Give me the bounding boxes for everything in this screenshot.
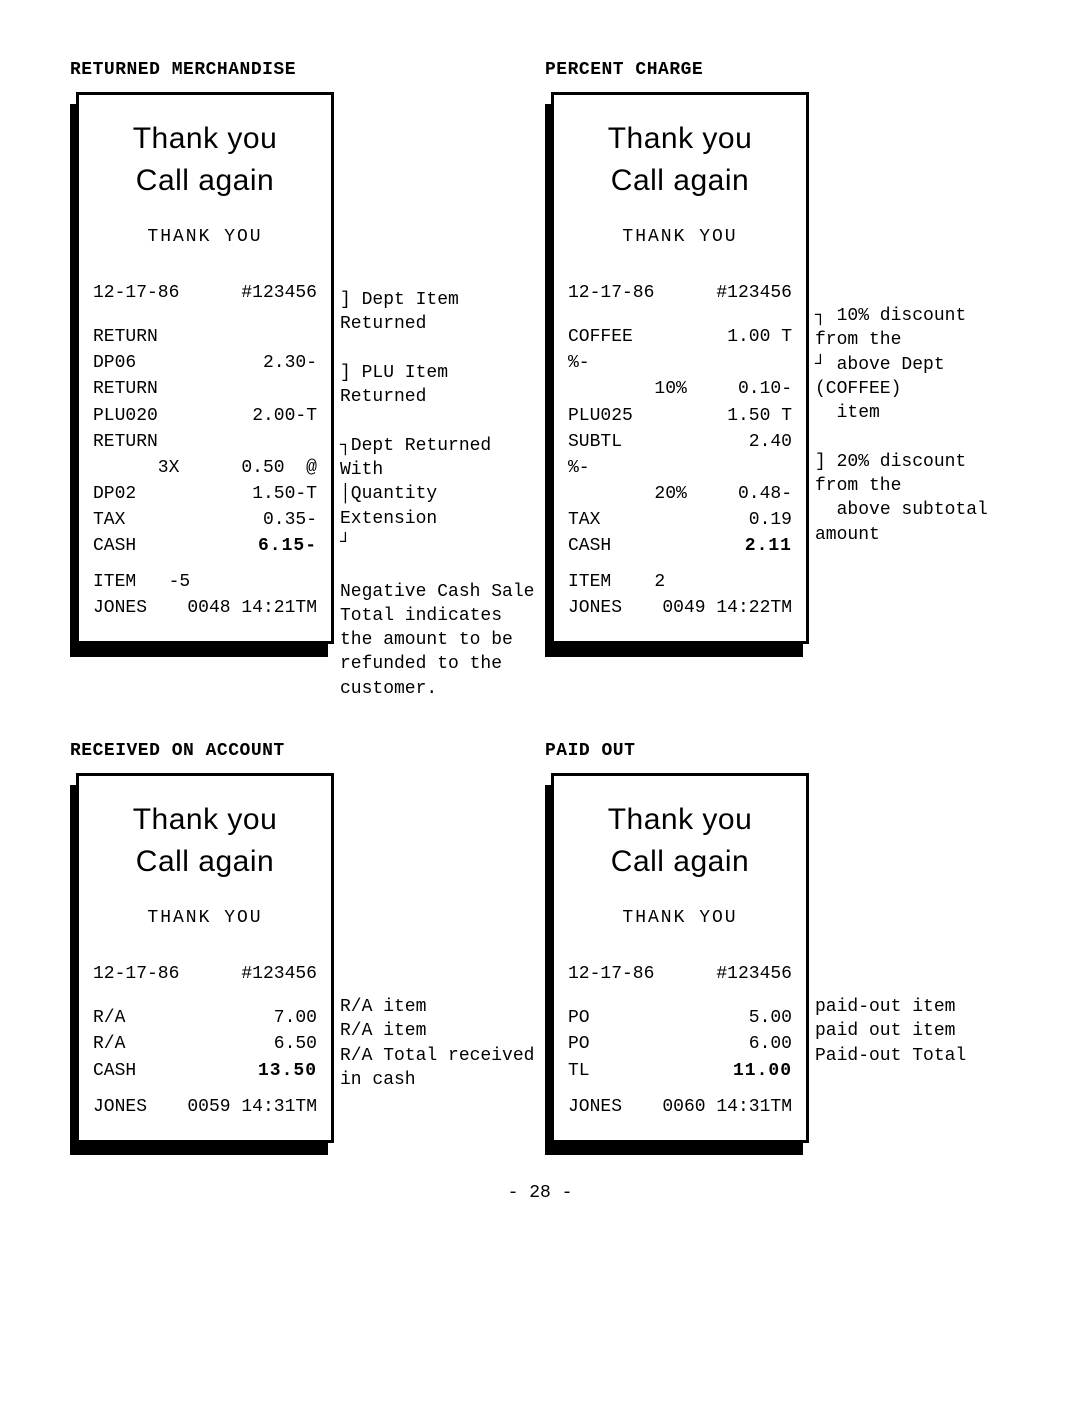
annotation-line: ┐Dept Returned With [340, 434, 535, 483]
annotation-line [340, 337, 535, 361]
thank-line: THANK YOU [568, 908, 792, 930]
receipt-row: R/A7.00 [93, 1005, 317, 1031]
receipt: Thank you Call again THANK YOU 12-17-86#123… [76, 92, 334, 645]
annotation-line: R/A item [340, 1019, 534, 1043]
annotation-line: Negative Cash Sale [340, 580, 535, 604]
receipt-row: DP021.50-T [93, 481, 317, 507]
greeting-line: Call again [568, 844, 792, 880]
receipt-row: 12-17-86#123456 [568, 961, 792, 987]
annotation-line: the amount to be [340, 628, 535, 652]
receipt: Thank you Call again THANK YOU 12-17-86#123… [76, 773, 334, 1143]
receipt-row: RETURN [93, 429, 317, 455]
receipt-row: ITEM 2 [568, 569, 792, 595]
receipt-row: PLU0251.50 T [568, 403, 792, 429]
receipt-row: CASH2.11 [568, 533, 792, 559]
receipt-row: DP062.30- [93, 350, 317, 376]
greeting-line: Call again [568, 163, 792, 199]
annotation-line: R/A Total received [340, 1044, 534, 1068]
annotations: ] Dept Item Returned ] PLU Item Returned… [340, 60, 535, 701]
thank-line: THANK YOU [93, 908, 317, 930]
page-number: - 28 - [70, 1183, 1010, 1205]
annotation-line: refunded to the [340, 652, 535, 676]
receipt-row: JONES0049 14:22TM [568, 595, 792, 621]
receipt-row: TAX0.19 [568, 507, 792, 533]
annotation-line: item [815, 401, 1010, 425]
receipt-row: PLU0202.00-T [93, 403, 317, 429]
annotation-line: R/A item [340, 995, 534, 1019]
annotation-line: paid-out item [815, 995, 966, 1019]
receipt: Thank you Call again THANK YOU 12-17-86#123… [551, 92, 809, 645]
receipt-row: JONES0060 14:31TM [568, 1094, 792, 1120]
greeting-line: Thank you [93, 121, 317, 157]
annotation-line: ] PLU Item Returned [340, 361, 535, 410]
thank-line: THANK YOU [568, 227, 792, 249]
receipt-row: 12-17-86#123456 [568, 280, 792, 306]
section-title: PERCENT CHARGE [545, 60, 809, 82]
annotation-line [340, 409, 535, 433]
annotations: ┐ 10% discount from the┘ above Dept (COF… [815, 60, 1010, 547]
greeting-line: Call again [93, 163, 317, 199]
greeting-line: Thank you [568, 802, 792, 838]
receipt-row: 12-17-86#123456 [93, 280, 317, 306]
receipt-row: JONES0059 14:31TM [93, 1094, 317, 1120]
annotation-line [340, 555, 535, 579]
receipt-row: JONES0048 14:21TM [93, 595, 317, 621]
annotation-line: in cash [340, 1068, 534, 1092]
greeting-line: Thank you [93, 802, 317, 838]
thank-line: THANK YOU [93, 227, 317, 249]
annotation-line: above subtotal amount [815, 498, 1010, 547]
receipt-row: %- [568, 455, 792, 481]
receipt-row: TL11.00 [568, 1058, 792, 1084]
section-title: PAID OUT [545, 741, 809, 763]
receipt-row: 12-17-86#123456 [93, 961, 317, 987]
greeting-line: Thank you [568, 121, 792, 157]
annotation-line: paid out item [815, 1019, 966, 1043]
greeting-line: Call again [93, 844, 317, 880]
receipt-row: 3X0.50 @ [93, 455, 317, 481]
receipt-row: CASH6.15- [93, 533, 317, 559]
annotation-line: ┐ 10% discount from the [815, 304, 1010, 353]
receipt-row: PO6.00 [568, 1031, 792, 1057]
annotation-line [815, 425, 1010, 449]
receipt-row: TAX0.35- [93, 507, 317, 533]
annotation-line: Total indicates [340, 604, 535, 628]
annotation-line: customer. [340, 677, 535, 701]
receipt-row: CASH13.50 [93, 1058, 317, 1084]
receipt-row: RETURN [93, 324, 317, 350]
section-title: RECEIVED ON ACCOUNT [70, 741, 334, 763]
section-title: RETURNED MERCHANDISE [70, 60, 334, 82]
receipt-row: RETURN [93, 376, 317, 402]
annotation-line: ] Dept Item Returned [340, 288, 535, 337]
annotation-line: │Quantity Extension [340, 482, 535, 531]
receipt-row: COFFEE1.00 T [568, 324, 792, 350]
annotations: paid-out itempaid out itemPaid-out Total [815, 741, 966, 1068]
annotation-line: Paid-out Total [815, 1044, 966, 1068]
receipt-row: 10%0.10- [568, 376, 792, 402]
receipt: Thank you Call again THANK YOU 12-17-86#123… [551, 773, 809, 1143]
receipt-row: ITEM -5 [93, 569, 317, 595]
receipt-row: R/A6.50 [93, 1031, 317, 1057]
annotation-line: ┘ [340, 531, 535, 555]
annotations: R/A itemR/A itemR/A Total receivedin cas… [340, 741, 534, 1092]
annotation-line: ┘ above Dept (COFFEE) [815, 353, 1010, 402]
receipt-row: %- [568, 350, 792, 376]
annotation-line: ] 20% discount from the [815, 450, 1010, 499]
receipt-row: SUBTL2.40 [568, 429, 792, 455]
receipt-row: PO5.00 [568, 1005, 792, 1031]
receipt-row: 20%0.48- [568, 481, 792, 507]
